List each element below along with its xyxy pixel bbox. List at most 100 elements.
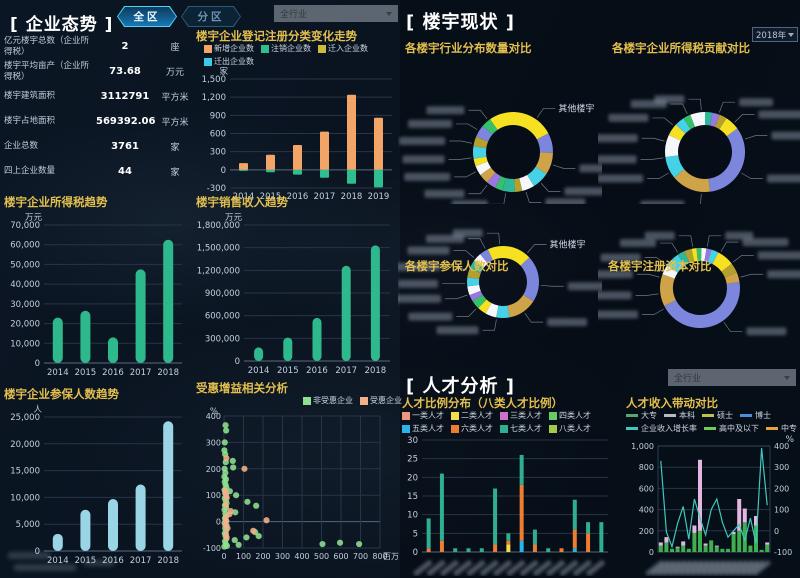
legend-label: 企业收入增长率 [641, 424, 697, 433]
legend-label: 受惠企业 [370, 396, 402, 405]
legend-label: 六类人才 [461, 424, 493, 433]
industry-select[interactable]: 全行业 [274, 5, 398, 22]
svg-text:2015: 2015 [75, 556, 97, 566]
legend-label: 大专 [641, 411, 657, 420]
svg-text:30: 30 [407, 436, 418, 446]
svg-text:200: 200 [255, 552, 270, 561]
svg-text:2014: 2014 [47, 556, 69, 566]
chart-registration-legend: 新增企业数 注销企业数 迁入企业数迁出企业数 [196, 43, 402, 67]
svg-text:10,000: 10,000 [10, 493, 40, 503]
stat-unit: 万元 [165, 68, 184, 78]
legend-item[interactable]: 二类人才 [451, 410, 493, 421]
stat-value: 44 [118, 166, 132, 177]
legend-item[interactable]: 八类人才 [549, 423, 591, 434]
stat-value: 569392.06 [96, 116, 156, 127]
legend-label: 高中及以下 [719, 424, 759, 433]
svg-text:-100: -100 [203, 544, 221, 553]
legend-item[interactable]: 三类人才 [500, 410, 542, 421]
svg-text:20,000: 20,000 [10, 440, 40, 450]
svg-text:2014: 2014 [47, 368, 69, 378]
svg-text:0: 0 [221, 552, 226, 561]
chart-income-tax-card: 楼宇企业所得税趋势 0 10,000 20,000 30,000 40,000 50,00… [4, 196, 194, 379]
legend-label: 迁入企业数 [328, 44, 368, 53]
legend-item[interactable]: 一类人才 [402, 410, 444, 421]
legend-item[interactable]: 大专 [626, 410, 657, 421]
legend-item[interactable]: 新增企业数 [204, 43, 254, 54]
chevron-down-icon [784, 375, 790, 380]
industry-select-value: 全行业 [280, 10, 308, 20]
stat-row: 企业总数 3761 家 [4, 134, 196, 159]
svg-text:60,000: 60,000 [10, 241, 40, 251]
legend-item[interactable]: 六类人才 [451, 423, 493, 434]
svg-text:50,000: 50,000 [10, 260, 40, 270]
talent-industry-select-value: 全行业 [674, 374, 702, 384]
legend-item[interactable]: 博士 [740, 410, 771, 421]
stat-label: 楼宇平均亩产（企业所得税） [4, 60, 90, 82]
stat-unit: 平方米 [161, 93, 189, 103]
legend-swatch [500, 424, 508, 433]
svg-text:500: 500 [314, 552, 329, 561]
legend-item[interactable]: 迁入企业数 [318, 43, 368, 54]
donut-tax-title: 各楼宇企业所得税贡献对比 [612, 41, 750, 55]
region-all-button[interactable]: 全区 [117, 6, 177, 27]
legend-item[interactable]: 注销企业数 [261, 43, 311, 54]
legend-item[interactable]: 四类人才 [549, 410, 591, 421]
svg-text:400: 400 [294, 552, 309, 561]
svg-text:2014: 2014 [233, 192, 255, 202]
legend-item[interactable]: 非受惠企业 [303, 395, 353, 406]
legend-item[interactable]: 七类人才 [500, 423, 542, 434]
region-sub-button[interactable]: 分区 [181, 6, 241, 27]
svg-text:800: 800 [372, 552, 387, 561]
legend-item[interactable]: 受惠企业 [360, 395, 402, 406]
svg-text:10: 10 [407, 511, 418, 521]
chart-sales-card: 楼宇销售收入趋势 0 300,000 600,000 900,000 1,200,000… [196, 196, 402, 377]
legend-item[interactable]: 高中及以下 [704, 423, 759, 434]
svg-text:600: 600 [639, 484, 654, 493]
legend-item[interactable]: 迁出企业数 [204, 56, 254, 67]
svg-text:15,000: 15,000 [10, 467, 40, 477]
legend-item[interactable]: 硕士 [702, 410, 733, 421]
svg-text:1,200: 1,200 [202, 93, 226, 103]
svg-text:900,000: 900,000 [205, 289, 240, 299]
svg-text:0: 0 [216, 518, 221, 527]
legend-swatch [261, 44, 269, 53]
stat-row: 楼宇平均亩产（企业所得税） 73.68 万元 [4, 59, 196, 84]
svg-text:20,000: 20,000 [10, 320, 40, 330]
svg-text:300: 300 [275, 552, 290, 561]
legend-swatch [402, 411, 410, 420]
talent-industry-select[interactable]: 全行业 [668, 369, 796, 386]
svg-text:2015: 2015 [75, 368, 97, 378]
legend-item[interactable]: 五类人才 [402, 423, 444, 434]
legend-item[interactable]: 本科 [664, 410, 695, 421]
svg-text:70,000: 70,000 [10, 221, 40, 231]
svg-text:100: 100 [774, 506, 789, 515]
donut-insured-title: 各楼宇参保人数对比 [405, 259, 509, 273]
svg-text:0: 0 [35, 547, 40, 557]
legend-item[interactable]: 中专 [766, 423, 797, 434]
legend-item[interactable]: 企业收入增长率 [626, 423, 697, 434]
chevron-down-icon [386, 11, 392, 16]
svg-text:2016: 2016 [102, 368, 124, 378]
chart-talent-income: 0 200 400 600 800 1,000 -100 0 100 200 300 400% [631, 435, 794, 576]
legend-swatch [702, 414, 714, 417]
year-select[interactable]: 2018年 [752, 27, 798, 42]
svg-text:万元: 万元 [225, 213, 243, 223]
section-title-talent: [ 人才分析 ] [406, 376, 515, 397]
chart-benefit-card: 受惠增益相关分析 非受惠企业 受惠企业 -100 0 100 200 300 400 0 100… [196, 382, 402, 564]
svg-text:万元: 万元 [25, 213, 43, 223]
stat-value: 3112791 [100, 91, 150, 102]
svg-text:人: 人 [33, 405, 42, 415]
svg-text:25: 25 [407, 455, 418, 465]
svg-text:700: 700 [353, 552, 368, 561]
svg-text:200: 200 [774, 484, 789, 493]
map-label-blur [14, 564, 76, 571]
svg-text:2016: 2016 [306, 366, 328, 376]
stat-label: 楼宇建筑面积 [4, 91, 56, 102]
stat-label: 四上企业数量 [4, 166, 56, 177]
svg-text:2016: 2016 [287, 192, 309, 202]
chart-talent-income-card: 人才收入带动对比 大专 本科 硕士 博士 企业收入增长率 高中及以下 中专 0 200 400 6… [626, 397, 798, 576]
stats-panel: 亿元楼宇总数（企业所得税） 2 座楼宇平均亩产（企业所得税） 73.68 万元 楼宇建筑面… [4, 34, 196, 184]
legend-swatch [766, 427, 778, 430]
legend-label: 博士 [755, 411, 771, 420]
